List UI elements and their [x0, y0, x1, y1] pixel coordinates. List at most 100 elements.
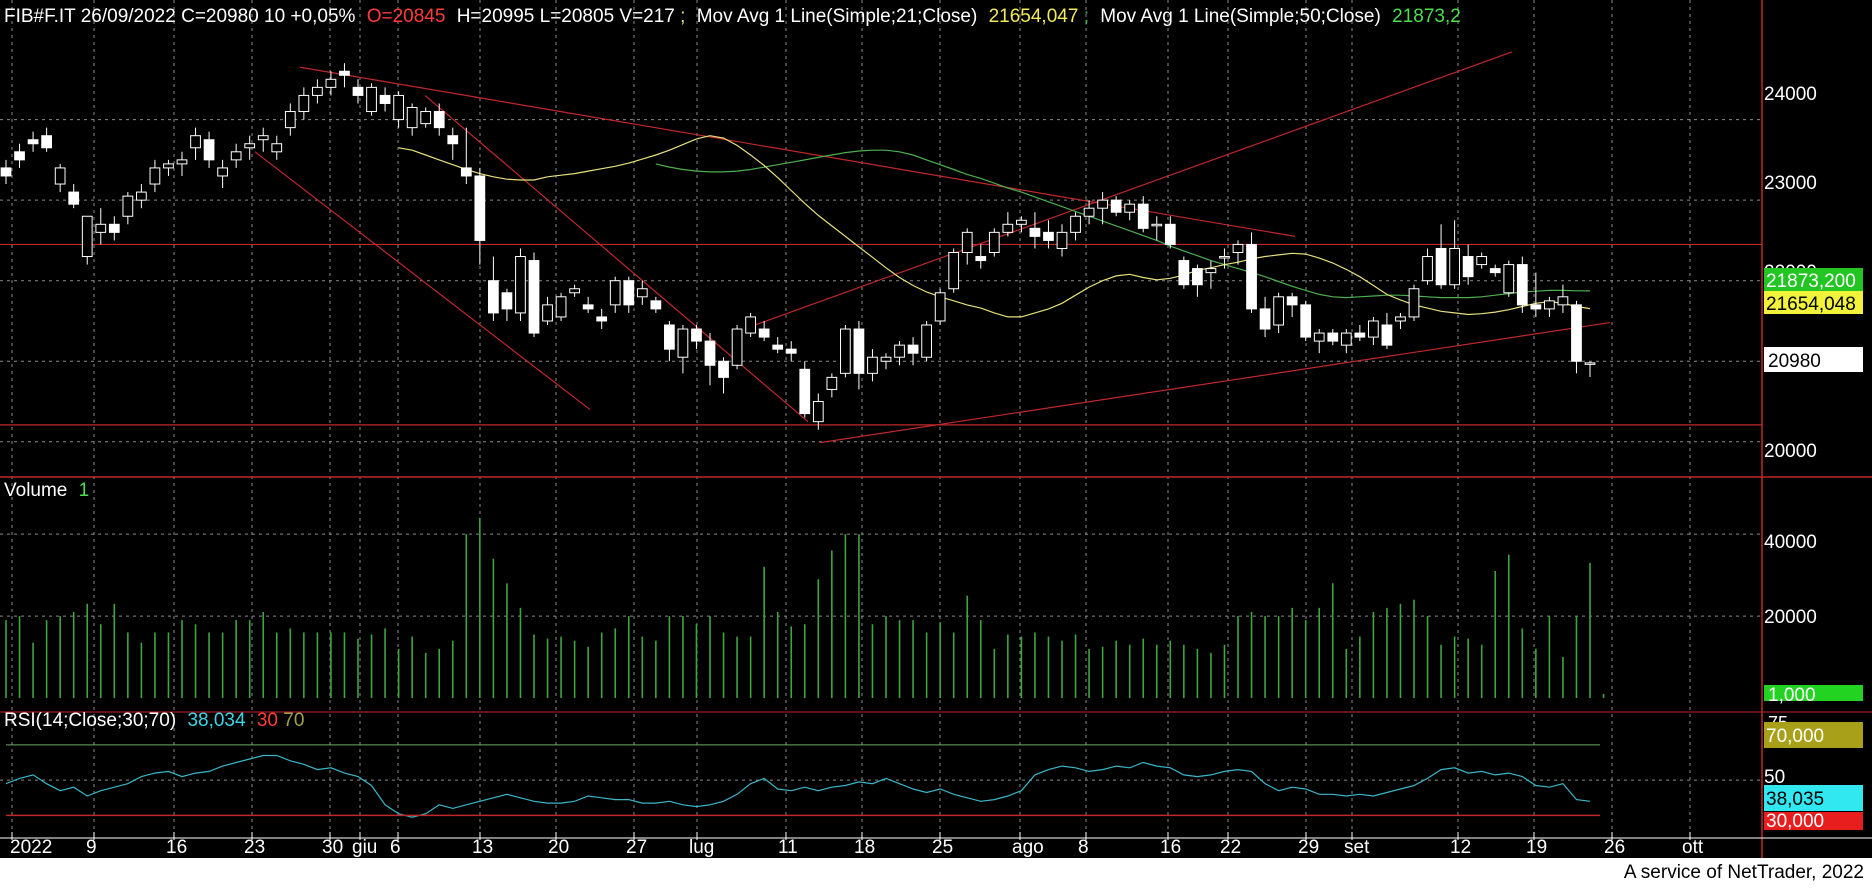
candle-up [731, 328, 743, 366]
price-tick-24000: 24000 [1764, 84, 1817, 105]
candle-down [1516, 264, 1528, 306]
candle-down [853, 328, 865, 374]
candle-up [542, 304, 553, 322]
candle-up [880, 356, 892, 362]
candle-down [1192, 268, 1203, 286]
candle-up [1273, 296, 1284, 326]
candle-down [1489, 268, 1501, 274]
candle-down [975, 256, 987, 262]
volume-header: Volume 1 [4, 480, 89, 501]
x-axis-label: 11 [778, 837, 798, 858]
candle-up [1097, 199, 1108, 209]
volume-label: Volume [4, 480, 67, 501]
x-axis-label: 8 [1078, 837, 1089, 858]
footer: A service of NetTrader, 2022 [0, 858, 1872, 888]
x-axis-label: set [1344, 837, 1370, 858]
candle-up [1408, 288, 1420, 318]
hlv-values: H=20995 L=20805 V=217 [457, 6, 675, 27]
candle-down [1043, 231, 1054, 241]
candle-down [108, 223, 120, 233]
candle-down [1259, 308, 1271, 330]
candle-up [569, 288, 580, 294]
candle-up [555, 296, 567, 318]
candle-up [230, 151, 242, 161]
candle-up [81, 215, 93, 258]
candle-up [840, 328, 851, 374]
rsi-tick-50: 50 [1764, 767, 1785, 788]
ma21-value: 21654,047 [989, 6, 1079, 27]
x-axis-label: 16 [166, 837, 187, 858]
candle-up [1340, 332, 1352, 346]
candlesticks [0, 63, 1596, 430]
candle-down [528, 260, 540, 334]
close-tag-bg [1764, 347, 1863, 372]
candle-down [488, 280, 499, 314]
candle-up [515, 256, 526, 314]
symbol-line: FIB#F.IT 26/09/2022 C=20980 10 +0,05% [4, 6, 356, 27]
x-axis-label: 25 [932, 837, 953, 858]
candle-up [609, 280, 621, 306]
rsi70-tag: 70,000 [1766, 726, 1824, 747]
candle-down [785, 348, 797, 354]
candle-up [1016, 219, 1027, 225]
candle-down [1571, 304, 1582, 362]
x-axis-label: 12 [1450, 837, 1471, 858]
candle-down [1246, 243, 1257, 310]
rsi70-tag-bg [1764, 722, 1863, 748]
candle-up [961, 231, 973, 254]
x-axis-label: 16 [1160, 837, 1181, 858]
candle-down [623, 280, 635, 306]
candle-up [1151, 223, 1163, 227]
candle-up [1557, 296, 1569, 306]
rsi-path [5, 754, 1591, 818]
sep1: ; [680, 6, 685, 27]
candle-down [596, 316, 608, 322]
ma21-label: Mov Avg 1 Line(Simple;21;Close) [697, 6, 978, 27]
price-tick-23000: 23000 [1764, 173, 1817, 194]
candle-up [1313, 332, 1325, 342]
rsi-high: 70 [283, 710, 304, 731]
candle-down [1354, 332, 1366, 338]
ma21-tag-bg [1764, 291, 1863, 314]
candle-down [758, 328, 770, 338]
trendline [254, 151, 591, 411]
candle-down [501, 292, 513, 310]
candle-down [907, 344, 919, 354]
candle-up [271, 143, 283, 153]
volume-tag: 1,000 [1768, 685, 1816, 706]
footer-text: A service of NetTrader, 2022 [1623, 862, 1864, 883]
ma50-tag: 21873,200 [1766, 271, 1856, 292]
volume-tick-40000: 40000 [1764, 532, 1817, 553]
candle-down [1381, 324, 1393, 346]
x-axis-label: 30 [322, 837, 343, 858]
volume-tag-bg [1764, 685, 1863, 701]
candle-up [136, 191, 147, 201]
rsi30-tag-bg [1764, 812, 1863, 830]
x-axis-label: 26 [1604, 837, 1625, 858]
candle-down [772, 344, 784, 350]
rsi-low: 30 [257, 710, 278, 731]
candle-up [1544, 300, 1555, 310]
candle-up [325, 78, 337, 88]
candle-up [1232, 243, 1244, 253]
candle-up [366, 86, 377, 113]
candle-down [68, 191, 80, 205]
ma50-tag-bg [1764, 268, 1863, 291]
candle-up [420, 111, 432, 125]
candle-up [812, 401, 824, 423]
ma21-line [398, 135, 1591, 318]
candle-down [691, 328, 702, 342]
rsi-tag: 38,035 [1766, 789, 1824, 810]
candle-down [1110, 199, 1122, 213]
candle-down [433, 111, 445, 129]
candle-up [1368, 320, 1379, 338]
volume-tick-20000: 20000 [1764, 607, 1817, 628]
candle-up [406, 107, 418, 129]
candle-down [1300, 304, 1312, 338]
candle-up [244, 143, 256, 149]
candle-up [894, 344, 905, 358]
candle-down [1462, 256, 1474, 278]
candle-down [474, 175, 486, 241]
candle-down [1178, 260, 1190, 286]
